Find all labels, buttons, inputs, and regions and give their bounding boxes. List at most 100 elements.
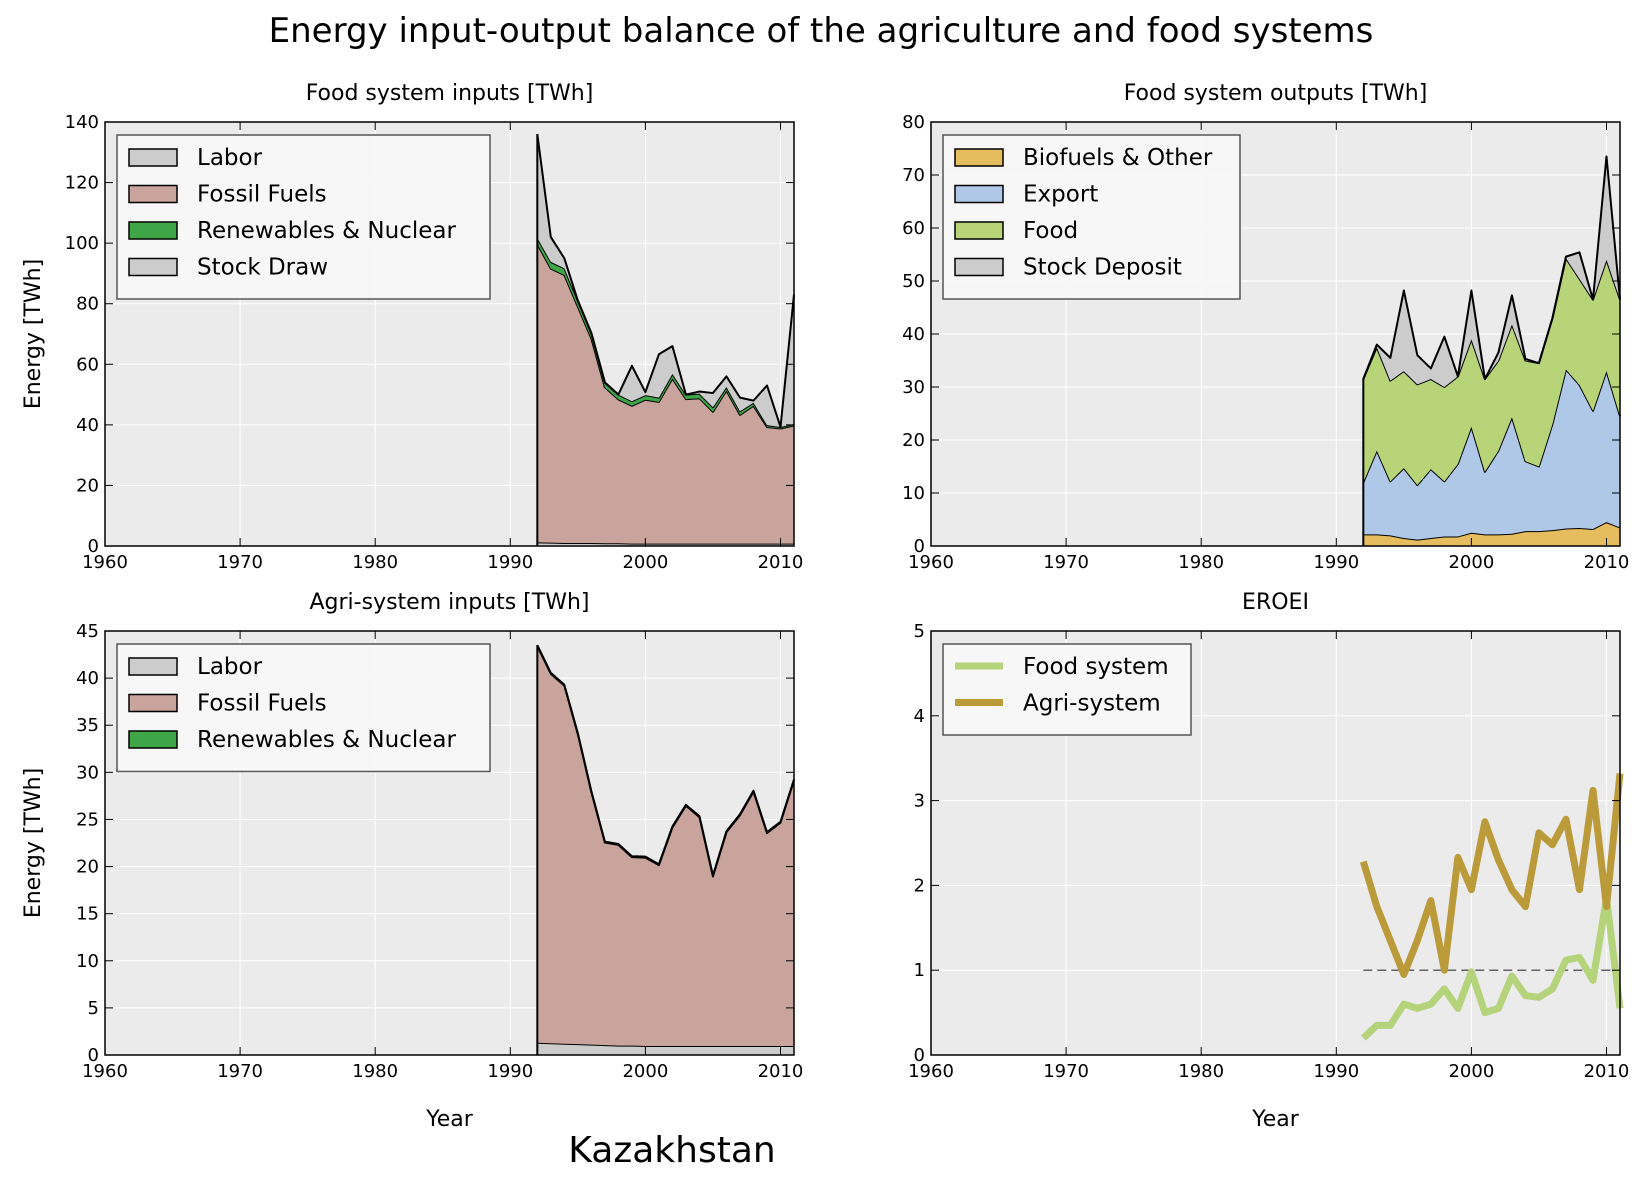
legend-swatch [128,257,178,277]
x-tick-label: 2010 [758,552,804,573]
x-tick-label: 1960 [82,1061,128,1082]
x-tick-label: 2010 [1584,552,1630,573]
y-tick-label: 140 [65,112,99,133]
y-tick-label: 15 [76,904,99,925]
legend: Labor Fossil Fuels Renewables & Nuclear Sto… [116,134,491,300]
x-tick-label: 2010 [758,1061,804,1082]
legend: Biofuels & Other Export Food Stock Deposit [942,134,1241,300]
area-series-1 [537,244,794,544]
y-axis-label: Energy [TWh] [21,768,46,918]
legend: Food system Agri-system [942,643,1192,736]
y-tick-label: 0 [914,536,925,557]
legend-label: Renewables & Nuclear [197,218,456,244]
y-tick-label: 80 [902,112,925,133]
y-axis-label: Energy [TWh] [21,259,46,409]
line-series-1 [1359,773,1624,978]
legend-swatch [128,184,178,204]
plot-frame [104,630,795,1056]
x-tick-label: 1980 [352,552,398,573]
area-series-2 [1363,258,1620,486]
panel-title: Food system inputs [TWh] [306,81,594,106]
legend-label: Export [1023,182,1098,208]
area-series-1 [537,646,794,1047]
legend-label: Labor [197,654,263,680]
x-tick-label: 1970 [1043,552,1089,573]
y-tick-label: 80 [76,294,99,315]
y-tick-label: 120 [65,173,99,194]
legend-label: Stock Deposit [1023,255,1182,281]
y-tick-label: 100 [65,233,99,254]
y-tick-label: 0 [88,536,99,557]
x-tick-label: 1990 [1313,552,1359,573]
plot-frame [930,630,1621,1056]
legend-label: Biofuels & Other [1023,145,1213,171]
y-tick-label: 40 [76,415,99,436]
x-tick-label: 1990 [1313,1061,1359,1082]
x-tick-label: 1990 [487,1061,533,1082]
panel-title: EROEI [1242,590,1309,615]
y-tick-label: 30 [902,377,925,398]
y-tick-label: 20 [76,475,99,496]
y-tick-label: 1 [914,960,925,981]
x-tick-label: 1970 [217,552,263,573]
y-tick-label: 30 [76,762,99,783]
x-tick-label: 1980 [1178,1061,1224,1082]
y-tick-label: 2 [914,875,925,896]
y-tick-label: 4 [914,706,925,727]
area-series-3 [537,134,794,427]
legend-label: Fossil Fuels [197,691,327,717]
x-axis-label: Year [425,1107,474,1132]
area-series-outline-1 [536,243,795,430]
y-tick-label: 0 [914,1045,925,1066]
y-tick-label: 25 [76,809,99,830]
legend-label: Agri-system [1023,691,1161,717]
area-series-outline-3 [1362,155,1621,381]
legend-label: Food system [1023,654,1169,680]
legend-label: Food [1023,218,1078,244]
x-tick-label: 1960 [82,552,128,573]
legend-swatch [128,657,178,676]
area-series-0 [1363,522,1620,546]
x-tick-label: 2000 [622,552,668,573]
area-series-outline-3 [536,133,795,428]
chart-food_outputs: 1960 1970 1980 1990 2000 2010 0 10 20 30 40 50 60 70 8… [902,81,1629,573]
y-tick-label: 60 [76,354,99,375]
legend-swatch [954,184,1004,204]
country-label: Kazakhstan [568,1130,775,1171]
legend-label: Fossil Fuels [197,182,327,208]
y-tick-label: 45 [76,621,99,642]
y-tick-label: 3 [914,791,925,812]
y-tick-label: 40 [76,668,99,689]
x-tick-label: 1980 [1178,552,1224,573]
legend-box [942,643,1192,736]
y-tick-label: 35 [76,715,99,736]
legend-label: Labor [197,145,263,171]
y-tick-label: 5 [914,621,925,642]
x-tick-label: 1980 [352,1061,398,1082]
x-tick-label: 2000 [1448,1061,1494,1082]
panel-title: Food system outputs [TWh] [1124,81,1428,106]
y-tick-label: 10 [902,483,925,504]
x-tick-label: 1970 [1043,1061,1089,1082]
y-tick-label: 40 [902,324,925,345]
legend-swatch [954,148,1004,167]
legend-box [116,134,491,300]
y-tick-label: 20 [902,430,925,451]
x-tick-label: 1990 [487,552,533,573]
legend-swatch [128,221,178,240]
area-series-3 [1363,156,1620,387]
x-tick-label: 2000 [1448,552,1494,573]
x-tick-label: 2000 [622,1061,668,1082]
legend: Labor Fossil Fuels Renewables & Nuclear [116,643,491,773]
legend-label: Renewables & Nuclear [197,727,456,753]
x-axis-label: Year [1251,1107,1300,1132]
legend-swatch [954,257,1004,277]
chart-eroei: 1960 1970 1980 1990 2000 2010 0 1 2 3 4 5 EROEI Year F… [908,590,1629,1132]
y-tick-label: 70 [902,165,925,186]
x-tick-label: 1960 [908,552,954,573]
y-tick-label: 50 [902,271,925,292]
chart-agri_inputs: 1960 1970 1980 1990 2000 2010 0 5 10 15 20 25 30 35 40… [21,590,803,1132]
y-tick-label: 20 [76,857,99,878]
area-series-outline-2 [536,644,795,877]
